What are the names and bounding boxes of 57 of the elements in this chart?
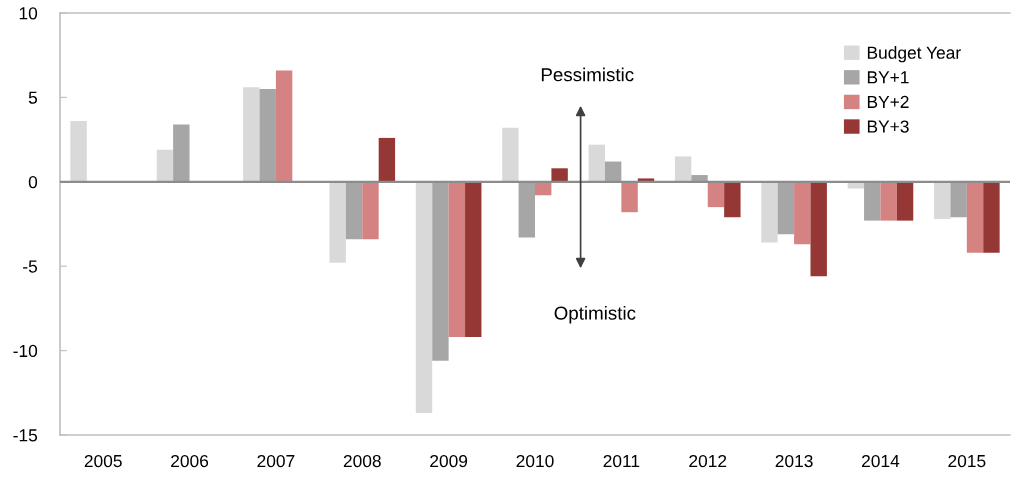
- bar: [761, 181, 778, 243]
- bar: [950, 181, 967, 218]
- bar: [724, 181, 741, 218]
- x-tick-label: 2010: [516, 454, 554, 468]
- bar: [588, 144, 605, 182]
- bar: [465, 181, 482, 338]
- bar: [880, 181, 897, 221]
- x-tick-label: 2008: [343, 454, 381, 468]
- x-tick-label: 2011: [603, 454, 640, 468]
- x-tick-label: 2013: [775, 454, 813, 468]
- bar: [259, 88, 276, 182]
- x-tick-label: 2007: [257, 454, 295, 468]
- bar: [432, 181, 449, 361]
- legend-label: BY+1: [867, 71, 909, 84]
- y-tick-label: 5: [28, 91, 38, 104]
- bar: [415, 181, 433, 414]
- y-tick-label: -15: [13, 429, 38, 442]
- bar: [934, 181, 951, 219]
- x-tick-label: 2014: [862, 454, 900, 468]
- y-tick-label: 0: [28, 175, 38, 189]
- bar: [518, 181, 535, 238]
- bar: [551, 168, 568, 182]
- bar: [156, 149, 174, 182]
- bar: [864, 181, 881, 221]
- bar: [777, 181, 795, 235]
- y-tick-label: -5: [23, 260, 38, 273]
- bar: [329, 181, 346, 263]
- bar: [345, 181, 363, 240]
- x-tick-label: 2015: [948, 454, 986, 468]
- x-tick-label: 2006: [171, 454, 209, 468]
- legend-label: Budget Year: [867, 46, 961, 63]
- bar: [275, 70, 293, 182]
- x-tick-label: 2012: [689, 454, 727, 468]
- bar: [621, 181, 638, 213]
- bar: [707, 181, 725, 208]
- bar: [604, 161, 622, 182]
- bar: [674, 156, 692, 182]
- bar: [362, 181, 379, 240]
- bar: [378, 137, 396, 182]
- bar: [173, 124, 190, 182]
- bar: [794, 181, 811, 245]
- bar: [896, 181, 914, 221]
- bar: [983, 181, 1000, 253]
- bar: [70, 121, 87, 182]
- y-tick-label: -10: [13, 344, 38, 358]
- y-tick-label: 10: [19, 7, 38, 20]
- annotation: Optimistic: [554, 305, 636, 324]
- bar: [243, 87, 260, 182]
- bar: [502, 127, 519, 182]
- legend-label: BY+3: [867, 120, 909, 133]
- bar: [448, 181, 466, 338]
- annotation: Pessimistic: [541, 67, 634, 82]
- x-tick-label: 2009: [430, 454, 468, 468]
- x-tick-label: 2005: [84, 454, 122, 468]
- legend-label: BY+2: [867, 95, 909, 108]
- bar: [966, 181, 984, 253]
- bar: [810, 181, 827, 277]
